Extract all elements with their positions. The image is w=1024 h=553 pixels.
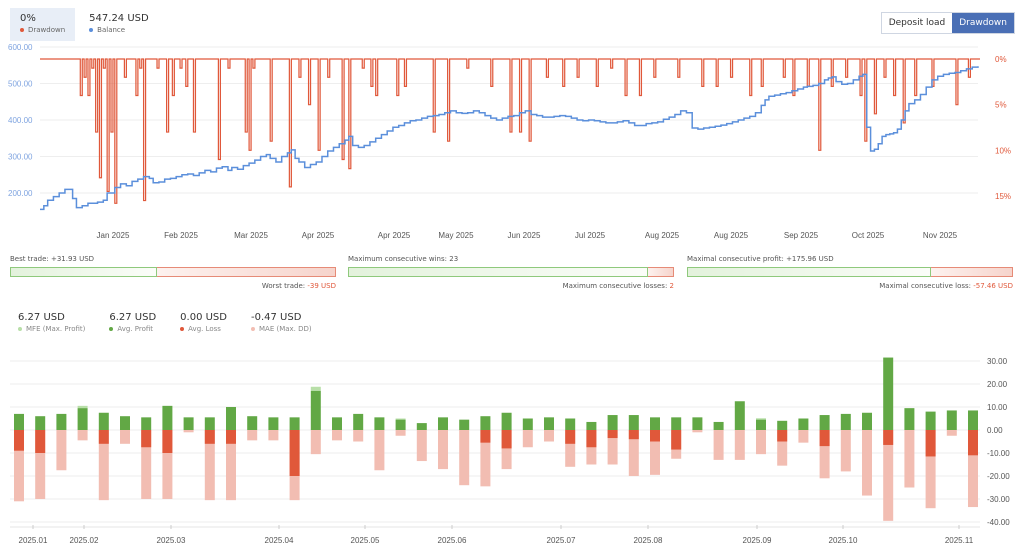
svg-text:Nov 2025: Nov 2025 [923, 231, 958, 240]
svg-text:500.00: 500.00 [8, 80, 33, 89]
drawdown-dot-icon [20, 28, 24, 32]
mae-label: MAE (Max. DD) [258, 325, 312, 333]
svg-text:Jul 2025: Jul 2025 [575, 231, 606, 240]
svg-text:2025.03: 2025.03 [157, 536, 186, 545]
svg-text:May 2025: May 2025 [438, 231, 474, 240]
mfe-dot-icon [18, 327, 22, 331]
svg-text:30.00: 30.00 [987, 357, 1008, 366]
svg-text:15%: 15% [995, 192, 1011, 201]
max-consec-wins-value: 23 [449, 255, 459, 263]
max-consec-loss-label: Maximal consecutive loss: [879, 282, 974, 290]
consec-losses-bar-segment [648, 267, 674, 277]
svg-text:300.00: 300.00 [8, 153, 33, 162]
chart-legend: 0% Drawdown 547.24 USD Balance [10, 8, 163, 41]
max-consec-profit-value: +175.96 USD [786, 255, 834, 263]
mfe-value: 6.27 USD [18, 312, 65, 323]
svg-text:2025.10: 2025.10 [829, 536, 858, 545]
max-consec-losses-value: 2 [669, 282, 674, 290]
worst-trade-value: -39 USD [307, 282, 336, 290]
svg-text:Jan 2025: Jan 2025 [97, 231, 130, 240]
max-consec-profit-stat: Maximal consecutive profit: +175.96 USD [687, 255, 834, 263]
consec-profit-bar-segment [687, 267, 931, 277]
mae-summary[interactable]: -0.47 USD MAE (Max. DD) [250, 312, 312, 334]
max-consec-wins-stat: Maximum consecutive wins: 23 [348, 255, 458, 263]
svg-text:10%: 10% [995, 146, 1011, 155]
svg-text:400.00: 400.00 [8, 116, 33, 125]
drawdown-label: Drawdown [28, 26, 66, 34]
avg-profit-label: Avg. Profit [117, 325, 154, 333]
max-consec-wins-label: Maximum consecutive wins: [348, 255, 450, 263]
legend-drawdown[interactable]: 0% Drawdown [10, 8, 76, 41]
avg-profit-dot-icon [109, 327, 114, 331]
balance-drawdown-chart[interactable]: 600.00 500.00 400.00 300.00 200.00 0% 5% 10% 15%… [0, 38, 1024, 248]
deposit-load-button[interactable]: Deposit load [881, 13, 953, 33]
svg-text:2025.06: 2025.06 [438, 536, 467, 545]
best-trade-label: Best trade: [10, 255, 51, 263]
drawdown-value: 0% [20, 13, 36, 24]
mfe-mae-bar-chart[interactable]: 30.00 20.00 10.00 0.00 -10.00 -20.00 -30.00 -40… [0, 345, 1024, 553]
balance-label: Balance [97, 26, 126, 34]
svg-text:Apr 2025: Apr 2025 [378, 231, 411, 240]
svg-text:2025.02: 2025.02 [70, 536, 99, 545]
mae-value: -0.47 USD [250, 312, 302, 323]
svg-text:2025.07: 2025.07 [547, 536, 576, 545]
consec-loss-bar-segment [931, 267, 1013, 277]
svg-text:Oct 2025: Oct 2025 [852, 231, 885, 240]
mfe-label: MFE (Max. Profit) [26, 325, 86, 333]
svg-text:5%: 5% [995, 101, 1007, 110]
svg-text:20.00: 20.00 [987, 380, 1008, 389]
balance-dot-icon [89, 28, 94, 32]
svg-text:2025.01: 2025.01 [19, 536, 48, 545]
svg-text:Apr 2025: Apr 2025 [302, 231, 335, 240]
svg-text:2025.04: 2025.04 [265, 536, 294, 545]
legend-balance[interactable]: 547.24 USD Balance [79, 8, 159, 41]
balance-value: 547.24 USD [89, 13, 149, 24]
svg-text:600.00: 600.00 [8, 43, 33, 52]
svg-text:-40.00: -40.00 [987, 518, 1010, 527]
best-trade-bar-segment [10, 267, 157, 277]
svg-text:Sep 2025: Sep 2025 [784, 231, 819, 240]
best-trade-value: +31.93 USD [50, 255, 95, 263]
avg-loss-dot-icon [180, 327, 185, 331]
svg-text:2025.09: 2025.09 [743, 536, 772, 545]
max-consec-losses-label: Maximum consecutive losses: [562, 282, 670, 290]
worst-trade-stat: Worst trade: -39 USD [262, 282, 336, 290]
svg-text:-10.00: -10.00 [987, 449, 1010, 458]
avg-loss-value: 0.00 USD [180, 312, 227, 323]
svg-text:0.00: 0.00 [987, 426, 1003, 435]
avg-loss-summary[interactable]: 0.00 USD Avg. Loss [180, 312, 227, 334]
svg-text:-30.00: -30.00 [987, 495, 1010, 504]
svg-text:Mar 2025: Mar 2025 [234, 231, 268, 240]
svg-text:2025.08: 2025.08 [634, 536, 663, 545]
consec-profit-loss-bar [687, 267, 1013, 277]
max-consec-losses-stat: Maximum consecutive losses: 2 [563, 282, 674, 290]
avg-loss-label: Avg. Loss [188, 325, 221, 333]
max-consec-loss-stat: Maximal consecutive loss: -57.46 USD [879, 282, 1013, 290]
max-consec-profit-label: Maximal consecutive profit: [687, 255, 787, 263]
svg-text:0%: 0% [995, 55, 1007, 64]
svg-text:10.00: 10.00 [987, 403, 1008, 412]
mfe-summary[interactable]: 6.27 USD MFE (Max. Profit) [18, 312, 85, 334]
best-trade-stat: Best trade: +31.93 USD [10, 255, 94, 263]
svg-text:2025.11: 2025.11 [945, 536, 974, 545]
svg-text:Jun 2025: Jun 2025 [508, 231, 541, 240]
consec-wins-losses-bar [348, 267, 674, 277]
avg-profit-value: 6.27 USD [109, 312, 157, 323]
trade-summary: 6.27 USD MFE (Max. Profit) 6.27 USD Avg.… [18, 312, 336, 334]
svg-text:Aug 2025: Aug 2025 [645, 231, 680, 240]
mae-dot-icon [250, 327, 255, 331]
worst-trade-label: Worst trade: [261, 282, 308, 290]
consec-wins-bar-segment [348, 267, 648, 277]
max-consec-loss-value: -57.46 USD [973, 282, 1013, 290]
svg-text:2025.05: 2025.05 [351, 536, 380, 545]
svg-text:-20.00: -20.00 [987, 472, 1010, 481]
svg-text:Feb 2025: Feb 2025 [164, 231, 198, 240]
svg-text:Aug 2025: Aug 2025 [714, 231, 749, 240]
best-worst-trade-bar [10, 267, 336, 277]
worst-trade-bar-segment [157, 267, 336, 277]
chart-mode-toggle: Deposit load Drawdown [880, 12, 1015, 34]
drawdown-button[interactable]: Drawdown [952, 13, 1014, 33]
avg-profit-summary[interactable]: 6.27 USD Avg. Profit [109, 312, 156, 334]
svg-text:200.00: 200.00 [8, 189, 33, 198]
